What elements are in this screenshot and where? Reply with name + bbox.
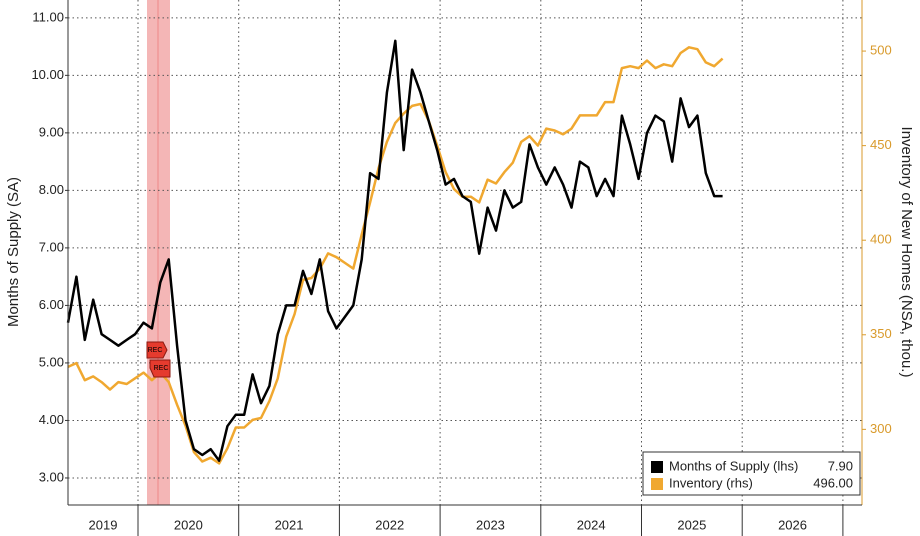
legend-swatch [651, 461, 663, 473]
lines [66, 39, 724, 465]
rec-label: REC [154, 365, 169, 372]
y-tick-label: 3.00 [39, 469, 64, 484]
y-tick-label: 9.00 [39, 124, 64, 139]
y2-tick-label: 450 [870, 137, 892, 152]
rec-label: REC [148, 347, 163, 354]
y-axis-label: Months of Supply (SA) [5, 177, 22, 327]
legend-label: Inventory (rhs) [669, 475, 753, 490]
y2-tick-label: 300 [870, 421, 892, 436]
y-tick-label: 11.00 [32, 9, 64, 24]
x-tick-label: 2021 [275, 517, 304, 532]
x-tick-label: 2022 [375, 517, 404, 532]
legend-label: Months of Supply (lhs) [669, 458, 798, 473]
legend-box [642, 451, 861, 496]
series-line [67, 46, 724, 465]
rec-marker: REC REC [146, 341, 171, 378]
legend-swatch [651, 478, 663, 490]
y-tick-label: 7.00 [39, 239, 64, 254]
legend-value: 496.00 [813, 475, 853, 490]
y2-axis-label: Inventory of New Homes (NSA, thou.) [898, 127, 915, 378]
x-tick-label: 2025 [677, 517, 706, 532]
grid [65, 0, 866, 536]
x-tick-label: 2020 [174, 517, 203, 532]
y2-tick-label: 350 [870, 326, 892, 341]
x-tick-label: 2024 [577, 517, 606, 532]
y-tick-label: 4.00 [39, 412, 64, 427]
y-tick-label: 6.00 [39, 297, 64, 312]
y2-tick-label: 400 [870, 232, 892, 247]
y2-tick-label: 500 [870, 43, 892, 58]
x-tick-label: 2026 [778, 517, 807, 532]
y-tick-label: 8.00 [39, 182, 64, 197]
legend: Months of Supply (lhs) 7.90 Inventory (r… [642, 451, 861, 496]
y-tick-label: 5.00 [39, 354, 64, 369]
x-tick-label: 2023 [476, 517, 505, 532]
y-tick-label: 10.00 [31, 67, 64, 82]
x-tick-label: 2019 [89, 517, 118, 532]
series-line [66, 39, 723, 462]
legend-value: 7.90 [828, 458, 853, 473]
